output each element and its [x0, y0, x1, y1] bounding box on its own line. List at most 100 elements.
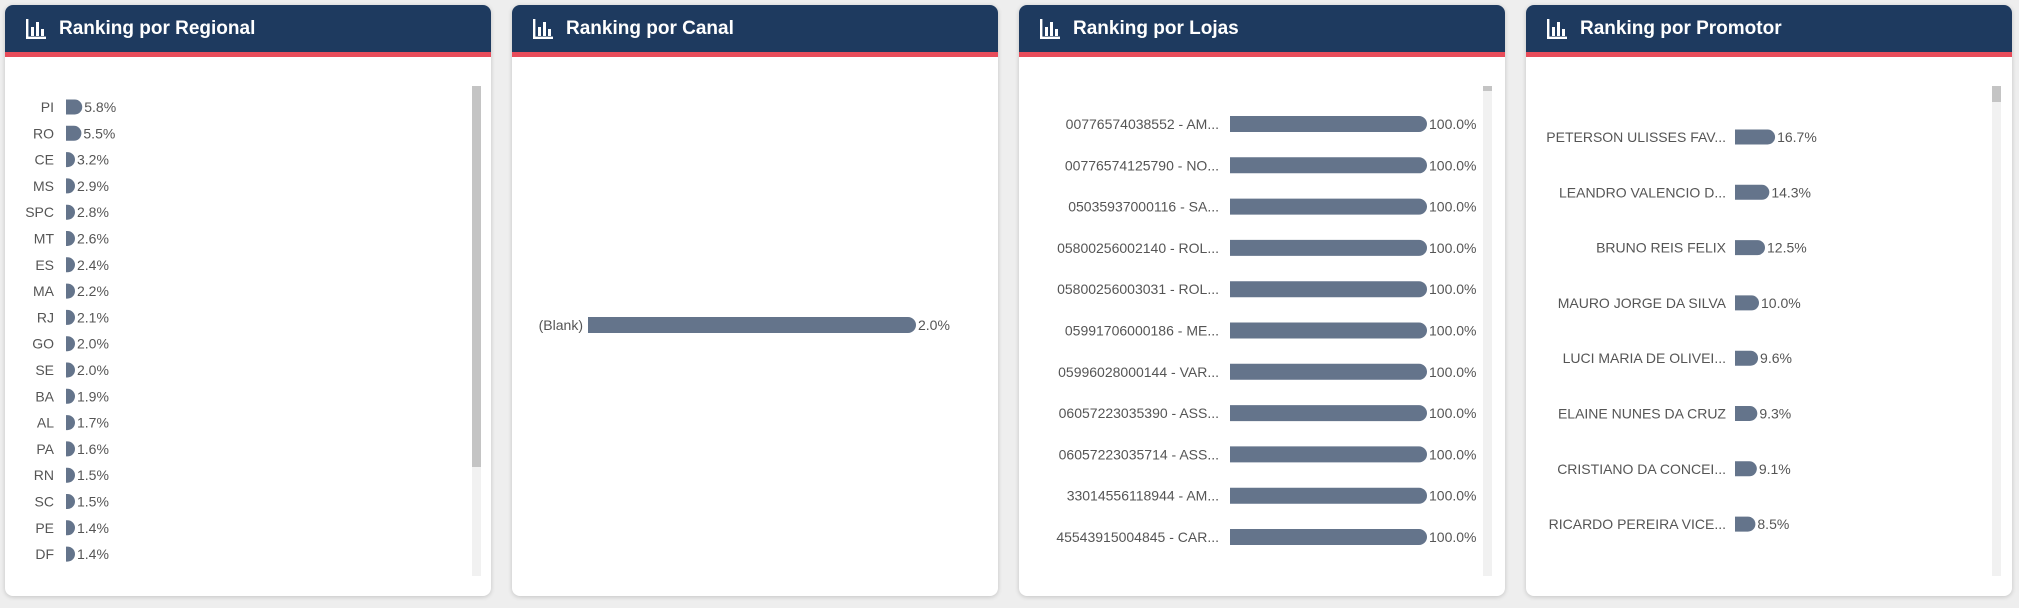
- panel-header: Ranking por Promotor: [1526, 5, 2012, 57]
- bar[interactable]: [1230, 487, 1427, 504]
- bar[interactable]: [66, 178, 75, 194]
- bar[interactable]: [1735, 350, 1759, 366]
- category-label: SC: [35, 494, 54, 510]
- category-label: ES: [35, 257, 54, 273]
- category-label: MT: [34, 231, 55, 247]
- value-label: 100.0%: [1429, 323, 1476, 339]
- chart-area: 00776574038552 - AM... 100.0% 007765741257…: [1019, 57, 1505, 596]
- value-label: 100.0%: [1429, 281, 1476, 297]
- bar[interactable]: [1735, 184, 1770, 200]
- bar[interactable]: [1230, 281, 1427, 298]
- bar[interactable]: [66, 231, 76, 246]
- value-label: 100.0%: [1429, 488, 1476, 504]
- category-label: RICARDO PEREIRA VICE...: [1549, 516, 1726, 532]
- bar[interactable]: [66, 204, 76, 220]
- value-label: 12.5%: [1767, 240, 1807, 256]
- bar[interactable]: [66, 494, 76, 509]
- value-label: 100.0%: [1429, 157, 1476, 173]
- bar[interactable]: [1230, 239, 1427, 256]
- value-label: 100.0%: [1429, 446, 1476, 462]
- bar[interactable]: [1735, 406, 1758, 421]
- category-label: SPC: [25, 204, 54, 220]
- value-label: 16.7%: [1777, 129, 1817, 145]
- scrollbar-thumb[interactable]: [1992, 86, 2001, 102]
- category-label: 05996028000144 - VAR...: [1058, 364, 1219, 380]
- bar[interactable]: [1230, 322, 1427, 339]
- bar[interactable]: [588, 317, 916, 333]
- category-label: 05800256003031 - ROL...: [1057, 281, 1219, 297]
- category-label: 00776574125790 - NO...: [1065, 157, 1219, 173]
- bar[interactable]: [1735, 240, 1765, 256]
- bar[interactable]: [1735, 295, 1759, 311]
- bar[interactable]: [1230, 446, 1427, 463]
- bar[interactable]: [66, 441, 76, 457]
- category-label: BA: [35, 388, 54, 404]
- value-label: 100.0%: [1429, 116, 1476, 132]
- category-label: BRUNO REIS FELIX: [1596, 240, 1727, 256]
- chart-lojas: 00776574038552 - AM... 100.0% 007765741257…: [1056, 116, 1476, 545]
- category-label: RN: [34, 467, 54, 483]
- bar[interactable]: [1735, 461, 1757, 477]
- value-label: 5.5%: [83, 125, 115, 141]
- category-label: CRISTIANO DA CONCEI...: [1557, 461, 1726, 477]
- bar[interactable]: [1230, 529, 1427, 545]
- panel-ranking-canal: Ranking por Canal (Blank) 2.0%: [512, 5, 998, 596]
- scrollbar-thumb[interactable]: [472, 86, 481, 467]
- bar[interactable]: [1230, 198, 1427, 215]
- value-label: 9.3%: [1759, 406, 1791, 422]
- value-label: 9.6%: [1760, 350, 1792, 366]
- chart-promotor: PETERSON ULISSES FAV... 16.7% LEANDRO VALE…: [1546, 129, 1817, 532]
- value-label: 2.9%: [77, 178, 109, 194]
- value-label: 2.0%: [77, 336, 109, 352]
- bar[interactable]: [1230, 405, 1427, 422]
- bar[interactable]: [66, 415, 76, 431]
- bar[interactable]: [66, 336, 76, 352]
- bar[interactable]: [66, 152, 76, 168]
- category-label: DF: [35, 546, 54, 562]
- bar[interactable]: [66, 257, 76, 273]
- category-label: ELAINE NUNES DA CRUZ: [1558, 406, 1726, 422]
- panel-title: Ranking por Regional: [59, 17, 256, 39]
- value-label: 2.4%: [77, 257, 109, 273]
- value-label: 8.5%: [1757, 516, 1789, 532]
- category-label: CE: [35, 152, 54, 168]
- bar[interactable]: [66, 520, 76, 536]
- category-label: PI: [41, 99, 54, 115]
- category-label: PE: [35, 520, 54, 536]
- bar-chart-icon: [533, 18, 553, 39]
- bar[interactable]: [66, 283, 76, 299]
- value-label: 1.9%: [77, 388, 109, 404]
- category-label: MA: [33, 283, 55, 299]
- category-label: 05991706000186 - ME...: [1065, 323, 1219, 339]
- scrollbar-thumb[interactable]: [1483, 86, 1492, 91]
- chart-area: (Blank) 2.0%: [512, 57, 998, 596]
- chart-area: PI 5.8% RO 5.5% CE 3.2% MS 2.9% SPC 2.8% MT 2.6% ES 2…: [5, 57, 491, 596]
- category-label: PETERSON ULISSES FAV...: [1546, 129, 1726, 145]
- bar[interactable]: [66, 546, 76, 562]
- bar[interactable]: [1735, 516, 1756, 532]
- category-label: 33014556118944 - AM...: [1067, 488, 1219, 504]
- bar[interactable]: [1230, 157, 1427, 174]
- value-label: 100.0%: [1429, 240, 1476, 256]
- bar[interactable]: [66, 309, 76, 325]
- bar[interactable]: [1735, 129, 1776, 145]
- category-label: LEANDRO VALENCIO D...: [1559, 184, 1726, 200]
- chart-area: PETERSON ULISSES FAV... 16.7% LEANDRO VALE…: [1526, 57, 2012, 596]
- value-label: 1.5%: [77, 467, 109, 483]
- bar[interactable]: [66, 388, 76, 404]
- scrollbar[interactable]: [472, 86, 481, 576]
- category-label: SE: [35, 362, 54, 378]
- bar[interactable]: [66, 362, 76, 378]
- scrollbar[interactable]: [1992, 86, 2001, 576]
- bar[interactable]: [1230, 116, 1427, 132]
- bar[interactable]: [66, 467, 76, 483]
- category-label: MS: [33, 178, 54, 194]
- value-label: 9.1%: [1759, 461, 1791, 477]
- panel-header: Ranking por Lojas: [1019, 5, 1505, 57]
- value-label: 5.8%: [84, 99, 116, 115]
- value-label: 10.0%: [1761, 295, 1801, 311]
- bar[interactable]: [66, 99, 83, 115]
- bar[interactable]: [66, 125, 82, 141]
- bar[interactable]: [1230, 363, 1427, 380]
- scrollbar[interactable]: [1483, 86, 1492, 576]
